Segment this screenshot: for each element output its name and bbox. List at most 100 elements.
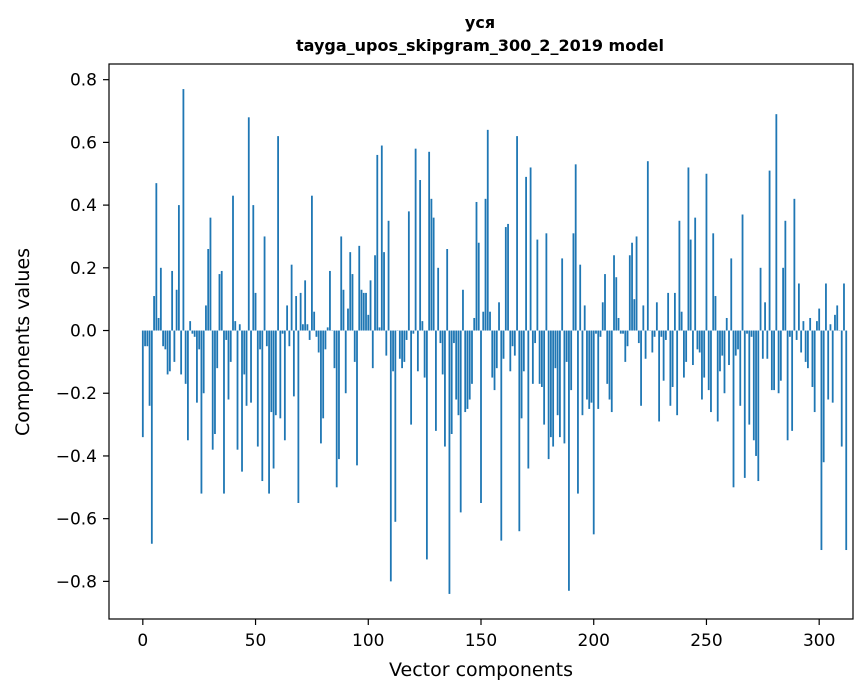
bar (531, 330, 534, 384)
bar (633, 299, 636, 331)
bar (155, 183, 158, 331)
bar (401, 330, 403, 369)
bar (689, 239, 692, 331)
bar (651, 330, 654, 353)
bar (784, 220, 787, 331)
bar (572, 233, 575, 331)
bar (209, 217, 212, 331)
bar (148, 330, 151, 406)
y-tick-label: 0.8 (70, 71, 97, 91)
bar (322, 330, 325, 419)
bar (214, 330, 216, 434)
bar (376, 154, 379, 331)
bar (570, 330, 573, 391)
bar (845, 330, 848, 551)
bar (144, 330, 146, 347)
x-tick-label: 0 (137, 631, 148, 651)
bar (622, 330, 624, 334)
bar (811, 330, 814, 387)
bar (308, 330, 311, 340)
bar (694, 217, 697, 331)
bar (556, 330, 559, 416)
bar (419, 180, 422, 331)
bar (813, 330, 816, 413)
bar (777, 330, 780, 394)
bar (793, 198, 796, 331)
bar (173, 330, 176, 362)
bar (272, 330, 275, 469)
bar (797, 283, 800, 331)
bar (791, 330, 794, 431)
bar (369, 280, 372, 331)
bar (475, 201, 478, 331)
bar (335, 330, 338, 488)
bar (725, 317, 728, 331)
bar (565, 330, 568, 362)
bar (730, 258, 733, 331)
bar (770, 330, 773, 391)
bar (586, 330, 588, 400)
bar (583, 305, 586, 331)
bar (595, 330, 597, 334)
bar (568, 330, 570, 591)
bar (380, 145, 383, 331)
bar (236, 330, 239, 450)
bar (646, 161, 649, 331)
bar (579, 264, 582, 331)
bar (189, 321, 192, 331)
bar (175, 289, 178, 331)
bar (462, 289, 464, 331)
y-tick-label: 0.2 (70, 259, 97, 279)
y-tick-label: 0.4 (70, 196, 97, 216)
bar (261, 330, 264, 482)
bar (628, 255, 631, 331)
bar (743, 330, 746, 478)
bar (816, 321, 818, 331)
bar (843, 283, 845, 331)
bar (660, 330, 663, 337)
bar (435, 330, 437, 431)
y-tick-label: −0.8 (56, 572, 97, 592)
bar (635, 236, 638, 331)
bar (766, 330, 769, 359)
bar (241, 330, 243, 472)
bar (719, 330, 721, 372)
bar (211, 330, 214, 450)
bar (326, 327, 329, 331)
bar (516, 136, 518, 331)
bar (338, 330, 340, 460)
bar (676, 330, 679, 416)
bar (658, 330, 661, 422)
bar (263, 236, 266, 331)
bar (207, 249, 210, 331)
bar (685, 330, 688, 362)
bar (358, 245, 361, 331)
bar (238, 324, 241, 331)
bar (371, 330, 374, 369)
bar (617, 317, 620, 331)
bar (788, 330, 791, 337)
bar (191, 330, 194, 334)
bar (353, 330, 356, 362)
bar (283, 330, 286, 441)
bar (807, 330, 809, 369)
x-axis-ticks: 0 50 100 150 200 250 300 (137, 619, 835, 651)
x-tick-label: 300 (803, 631, 835, 651)
bar (574, 164, 577, 331)
bar (444, 330, 446, 447)
bar (342, 289, 345, 331)
bar (773, 330, 775, 391)
bar (200, 330, 203, 494)
bar (809, 317, 812, 331)
bar (437, 267, 440, 331)
bar (601, 302, 604, 331)
bar (701, 330, 703, 400)
bar (286, 305, 289, 331)
bar (547, 330, 550, 460)
bar (351, 274, 354, 331)
bar (545, 233, 548, 331)
bar (836, 305, 839, 331)
bar (480, 330, 482, 503)
bar (543, 330, 546, 425)
